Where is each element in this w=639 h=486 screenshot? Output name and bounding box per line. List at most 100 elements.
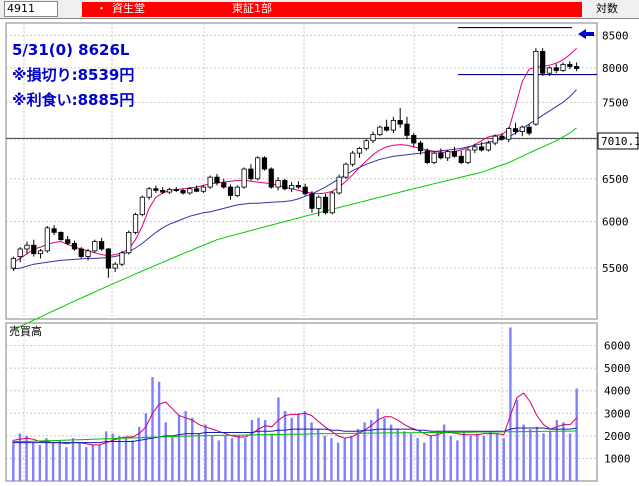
volume-tick-label: 6000 (604, 340, 631, 353)
volume-title: 売買高 (9, 324, 42, 338)
volume-bar (124, 438, 128, 481)
volume-bar (210, 435, 214, 481)
volume-tick-label: 2000 (604, 430, 631, 443)
volume-bar (568, 433, 572, 481)
candle-body (512, 128, 519, 133)
annotation-takeprofit: ※利食い:8885円 (12, 91, 134, 109)
volume-bar (237, 435, 240, 481)
volume-bar (389, 424, 393, 481)
volume-bar (343, 438, 346, 481)
stock-name: 資生堂 (112, 2, 145, 15)
price-tick-label: 7500 (602, 96, 629, 109)
candle-body (282, 180, 288, 190)
candle-body (187, 188, 193, 194)
current-price-arrow (578, 29, 594, 39)
candle-body (160, 190, 166, 193)
volume-bar (98, 444, 101, 481)
volume-tick-label: 1000 (604, 452, 631, 465)
volume-bar (423, 442, 426, 481)
volume-bar (151, 377, 154, 481)
candle-body (200, 186, 206, 192)
volume-bar (509, 327, 512, 481)
volume-bar (489, 431, 492, 481)
volume-bar (250, 420, 254, 481)
candle-body (241, 168, 247, 188)
volume-panel-frame (5, 322, 598, 482)
volume-bar (58, 440, 61, 481)
candle-body (85, 250, 91, 257)
candle-body (472, 146, 478, 151)
price-readout-box (597, 132, 639, 150)
candle-body (417, 142, 424, 152)
candle-body (227, 186, 234, 196)
volume-bar (502, 438, 505, 481)
volume-bar (542, 433, 545, 481)
candle-body (574, 66, 580, 69)
candle-body (485, 142, 491, 151)
banner-dot: ・ (96, 2, 107, 15)
volume-bar (51, 442, 55, 481)
candle-body (17, 248, 23, 257)
annotation-entry: 5/31(0) 8626L (12, 41, 130, 59)
log-scale-label[interactable]: 対数 (596, 2, 618, 15)
candle-body (560, 64, 566, 71)
candle-body (207, 176, 213, 188)
candle-body (126, 231, 132, 254)
volume-bar (290, 417, 293, 481)
moving-average-ma_long (13, 127, 577, 331)
volume-bar (230, 438, 234, 481)
volume-bar (131, 440, 134, 481)
volume-bar (330, 438, 333, 481)
candle-body (363, 140, 369, 149)
candle-body (180, 190, 186, 194)
candle-body (173, 189, 179, 191)
candle-body (431, 152, 437, 163)
volume-bar (144, 413, 148, 481)
volume-bar (482, 435, 486, 481)
volume-bar (575, 388, 578, 481)
price-tick-label: 6000 (602, 216, 629, 229)
volume-bar (164, 422, 167, 481)
candle-body (384, 126, 390, 131)
volume-average-vol_ma_long (13, 430, 577, 442)
candle-body (289, 185, 295, 190)
volume-bar (303, 411, 307, 481)
candle-body (99, 241, 105, 250)
volume-average-vol_ma_short (13, 392, 578, 446)
volume-bar (442, 424, 446, 481)
candle-body (221, 182, 227, 188)
volume-bar (462, 431, 466, 481)
volume-bar (224, 435, 227, 481)
candle-body (540, 50, 546, 74)
volume-bar (436, 431, 439, 481)
volume-bar (65, 447, 68, 481)
volume-bar (409, 433, 413, 481)
candle-body (255, 157, 261, 180)
volume-bar (316, 429, 320, 481)
volume-bar (562, 422, 565, 481)
candle-body (553, 67, 559, 71)
candle-body (492, 135, 498, 144)
candle-body (350, 152, 356, 165)
candle-body (261, 157, 268, 170)
candle-body (78, 248, 84, 257)
candle-body (336, 176, 342, 194)
candle-body (390, 120, 396, 131)
candle-body (322, 196, 329, 214)
volume-bar (283, 411, 287, 481)
candle-body (424, 150, 430, 163)
candle-body (316, 196, 322, 209)
candle-body (295, 185, 301, 188)
candle-body (526, 126, 532, 134)
volume-bar (78, 442, 81, 481)
annotation-stoploss: ※損切り:8539円 (12, 66, 134, 84)
volume-bar (157, 381, 161, 481)
volume-bar (370, 420, 373, 481)
volume-bar (310, 422, 313, 481)
price-tick-label: 8500 (602, 29, 629, 42)
volume-bar (449, 435, 452, 481)
candle-body (377, 126, 383, 136)
candle-body (119, 252, 125, 265)
volume-bar (217, 440, 220, 481)
